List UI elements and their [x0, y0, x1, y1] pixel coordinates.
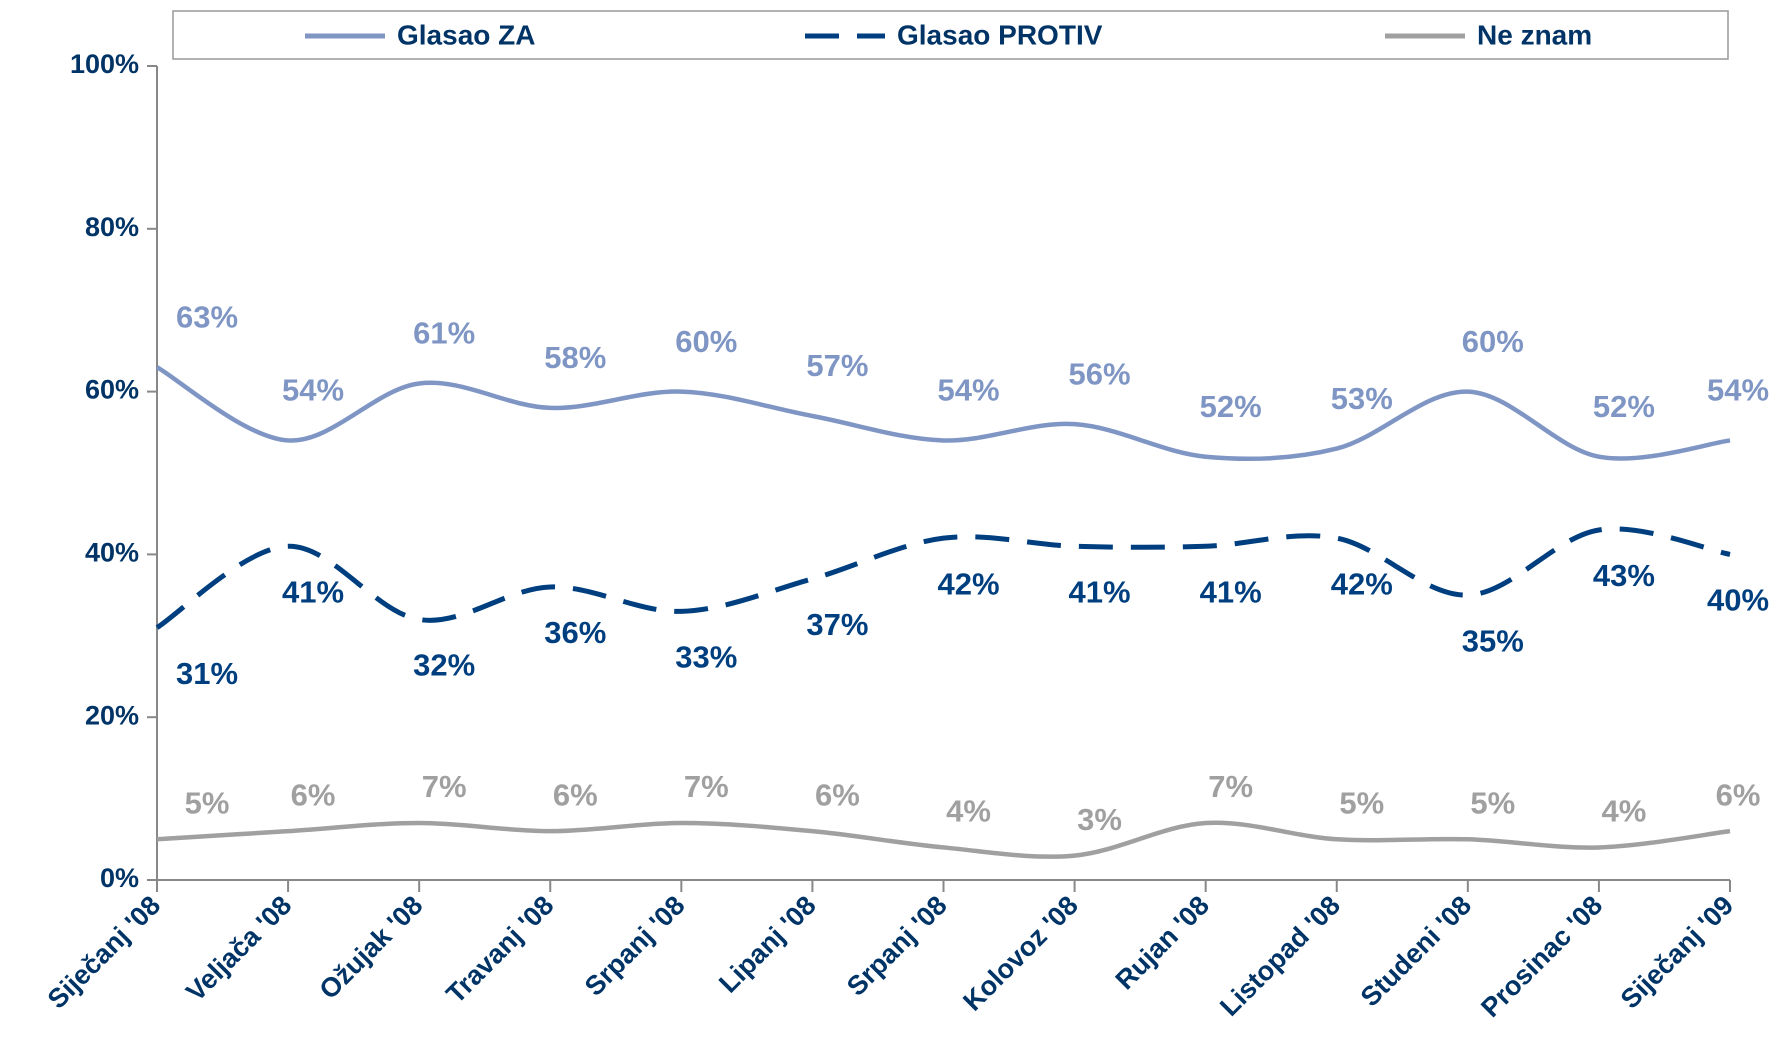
x-tick-label: Rujan '08 [1110, 890, 1215, 995]
data-label: 35% [1462, 623, 1524, 658]
legend-label: Ne znam [1477, 19, 1592, 50]
x-tick-label: Srpanj '08 [841, 890, 953, 1002]
data-label: 7% [684, 769, 729, 804]
data-label: 53% [1331, 381, 1393, 416]
data-label: 7% [1208, 769, 1253, 804]
data-label: 43% [1593, 558, 1655, 593]
y-tick-label: 100% [70, 49, 139, 79]
data-label: 6% [553, 777, 598, 812]
data-label: 5% [185, 785, 230, 820]
legend-label: Glasao ZA [397, 19, 535, 50]
y-tick-label: 60% [85, 375, 139, 405]
x-tick-label: Kolovoz '08 [957, 890, 1084, 1017]
legend-box [172, 10, 1729, 60]
data-label: 5% [1470, 785, 1515, 820]
x-tick-label: Lipanj '08 [713, 890, 822, 999]
data-label: 54% [282, 373, 344, 408]
y-tick-label: 20% [85, 700, 139, 730]
legend-label: Glasao PROTIV [897, 19, 1103, 50]
data-label: 56% [1069, 356, 1131, 391]
data-label: 5% [1339, 785, 1384, 820]
y-tick-label: 0% [100, 863, 139, 893]
data-label: 6% [815, 777, 860, 812]
series-line [155, 526, 1731, 630]
x-tick-label: Srpanj '08 [579, 890, 691, 1002]
data-label: 36% [544, 615, 606, 650]
data-label: 3% [1077, 802, 1122, 837]
data-label: 60% [1462, 324, 1524, 359]
data-label: 40% [1707, 583, 1769, 618]
data-label: 52% [1200, 389, 1262, 424]
data-label: 4% [946, 794, 991, 829]
x-tick-label: Prosinac '08 [1475, 890, 1608, 1023]
x-tick-label: Siječanj '09 [1615, 890, 1739, 1014]
data-label: 4% [1602, 794, 1647, 829]
x-tick-label: Siječanj '08 [42, 890, 166, 1014]
series-line [156, 820, 1731, 859]
data-label: 57% [806, 348, 868, 383]
series-line [155, 365, 1731, 462]
data-label: 54% [1707, 373, 1769, 408]
data-label: 58% [544, 340, 606, 375]
x-tick-label: Listopad '08 [1214, 890, 1346, 1022]
data-label: 54% [937, 373, 999, 408]
data-label: 7% [422, 769, 467, 804]
data-label: 32% [413, 648, 475, 683]
data-label: 41% [1069, 574, 1131, 609]
data-label: 6% [1716, 777, 1761, 812]
data-label: 31% [176, 656, 238, 691]
data-label: 61% [413, 316, 475, 351]
data-label: 42% [937, 566, 999, 601]
data-label: 41% [282, 574, 344, 609]
data-label: 41% [1200, 574, 1262, 609]
x-tick-label: Studeni '08 [1355, 890, 1477, 1012]
y-tick-label: 40% [85, 538, 139, 568]
data-label: 33% [675, 640, 737, 675]
data-label: 60% [675, 324, 737, 359]
x-tick-label: Travanj '08 [440, 890, 559, 1009]
data-label: 63% [176, 299, 238, 334]
data-label: 52% [1593, 389, 1655, 424]
data-label: 6% [291, 777, 336, 812]
y-tick-label: 80% [85, 212, 139, 242]
data-label: 37% [806, 607, 868, 642]
data-label: 42% [1331, 566, 1393, 601]
x-tick-label: Ožujak '08 [314, 890, 429, 1005]
x-tick-label: Veljača '08 [180, 890, 297, 1007]
